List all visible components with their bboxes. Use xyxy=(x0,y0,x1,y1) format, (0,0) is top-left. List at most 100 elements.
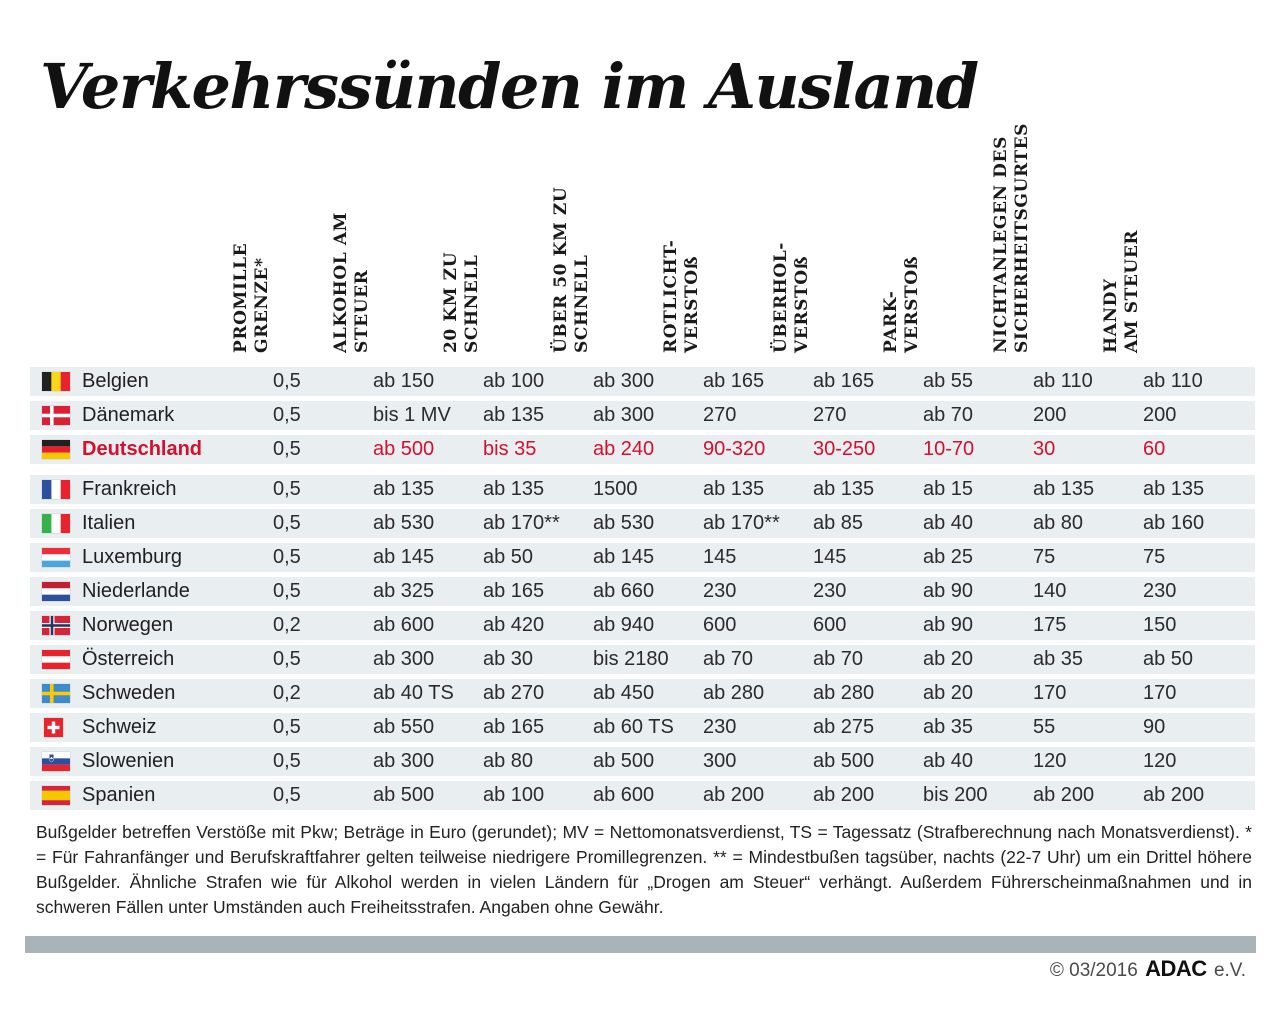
table-cell: ab 70 xyxy=(923,404,974,426)
flag-spain-icon xyxy=(42,786,70,805)
table-cell: ab 200 xyxy=(1033,784,1095,806)
flag-belgium-icon xyxy=(42,372,70,391)
column-header-label: ALKOHOL AM STEUER xyxy=(331,211,372,353)
table-cell: 145 xyxy=(703,546,737,568)
table-cell: 0,5 xyxy=(273,404,301,426)
table-cell: 0,2 xyxy=(273,614,301,636)
table-cell: 230 xyxy=(703,580,737,602)
table-cell: ab 35 xyxy=(923,716,974,738)
table-cell: ab 90 xyxy=(923,580,974,602)
table-cell: ab 500 xyxy=(593,750,655,772)
table-cell: 120 xyxy=(1033,750,1067,772)
table-row-slovenia: Slowenien 0,5 ab 300 ab 80 ab 500 300 ab 500 ab… xyxy=(30,747,1255,776)
table-cell: 230 xyxy=(703,716,737,738)
table-cell: ab 600 xyxy=(373,614,435,636)
flag-italy-icon xyxy=(42,514,70,533)
flag-sweden-icon xyxy=(42,684,70,703)
column-header-label: ÜBER 50 KM ZU SCHNELL xyxy=(551,186,592,353)
flag-luxembourg-icon xyxy=(42,548,70,567)
table-cell: 30-250 xyxy=(813,438,876,460)
country-name: Schweden xyxy=(82,682,176,704)
country-name: Österreich xyxy=(82,648,175,670)
column-header-label: 20 KM ZU SCHNELL xyxy=(441,251,482,353)
country-name: Slowenien xyxy=(82,750,175,772)
copyright-suffix: e.V. xyxy=(1213,960,1246,981)
country-name: Belgien xyxy=(82,370,149,392)
table-cell: ab 20 xyxy=(923,648,974,670)
table-cell: 1500 xyxy=(593,478,638,500)
table-cell: ab 70 xyxy=(703,648,754,670)
table-cell: ab 500 xyxy=(813,750,875,772)
country-name: Deutschland xyxy=(82,438,203,460)
table-body: Belgien 0,5 ab 150 ab 100 ab 300 ab 165 ab 165… xyxy=(30,367,1255,817)
table-cell: ab 135 xyxy=(483,478,545,500)
table-cell: ab 170** xyxy=(703,512,780,534)
table-cell: ab 940 xyxy=(593,614,655,636)
flag-netherlands-icon xyxy=(42,582,70,601)
table-cell: ab 110 xyxy=(1033,370,1093,392)
table-cell: 0,5 xyxy=(273,716,301,738)
table-cell: 0,5 xyxy=(273,648,301,670)
table-cell: 55 xyxy=(1033,716,1056,738)
table-cell: ab 550 xyxy=(373,716,435,738)
country-name: Schweiz xyxy=(82,716,157,738)
column-header-label: HANDY AM STEUER xyxy=(1101,229,1142,353)
table-cell: 0,5 xyxy=(273,370,301,392)
country-name: Frankreich xyxy=(82,478,177,500)
flag-france-icon xyxy=(42,480,70,499)
table-cell: ab 530 xyxy=(373,512,435,534)
table-cell: 600 xyxy=(813,614,847,636)
table-cell: ab 55 xyxy=(923,370,974,392)
table-cell: ab 25 xyxy=(923,546,974,568)
table-cell: ab 135 xyxy=(703,478,765,500)
table-cell: bis 35 xyxy=(483,438,537,460)
table-cell: 200 xyxy=(1143,404,1177,426)
table-cell: ab 150 xyxy=(373,370,435,392)
table-cell: ab 530 xyxy=(593,512,655,534)
table-cell: ab 300 xyxy=(593,404,655,426)
table-cell: ab 40 xyxy=(923,512,974,534)
table-cell: ab 135 xyxy=(1033,478,1095,500)
column-header-label: NICHTANLEGEN DES SICHERHEITSGURTES xyxy=(991,122,1032,353)
flag-switzerland-icon xyxy=(44,718,63,737)
table-cell: ab 145 xyxy=(593,546,655,568)
table-row-belgium: Belgien 0,5 ab 150 ab 100 ab 300 ab 165 ab 165… xyxy=(30,367,1255,396)
table-cell: ab 280 xyxy=(813,682,875,704)
table-cell: 75 xyxy=(1143,546,1166,568)
table-cell: ab 160 xyxy=(1143,512,1205,534)
table-row-germany: Deutschland 0,5 ab 500 bis 35 ab 240 90-320 30… xyxy=(30,435,1255,464)
table-cell: ab 80 xyxy=(483,750,534,772)
table-cell: ab 325 xyxy=(373,580,435,602)
table-cell: ab 135 xyxy=(373,478,435,500)
table-cell: ab 200 xyxy=(1143,784,1205,806)
table-cell: 30 xyxy=(1033,438,1056,460)
table-cell: ab 30 xyxy=(483,648,534,670)
table-cell: 0,5 xyxy=(273,438,301,460)
table-cell: ab 20 xyxy=(923,682,974,704)
column-header-label: ÜBERHOL- VERSTOß xyxy=(771,242,812,353)
table-row-denmark: Dänemark 0,5 bis 1 MV ab 135 ab 300 270 270 ab … xyxy=(30,401,1255,430)
table-cell: 120 xyxy=(1143,750,1177,772)
table-cell: 170 xyxy=(1033,682,1067,704)
footnote: Bußgelder betreffen Verstöße mit Pkw; Be… xyxy=(36,822,1252,917)
table-cell: ab 240 xyxy=(593,438,655,460)
table-cell: ab 300 xyxy=(373,648,435,670)
table-cell: 300 xyxy=(703,750,737,772)
table-cell: ab 40 xyxy=(923,750,974,772)
table-cell: ab 200 xyxy=(813,784,875,806)
table-row-norway: Norwegen 0,2 ab 600 ab 420 ab 940 600 600 ab 90… xyxy=(30,611,1255,640)
table-cell: 140 xyxy=(1033,580,1067,602)
table-cell: 230 xyxy=(813,580,847,602)
table-cell: ab 40 TS xyxy=(373,682,454,704)
table-cell: ab 165 xyxy=(483,580,545,602)
table-cell: ab 500 xyxy=(373,784,435,806)
table-cell: ab 165 xyxy=(703,370,765,392)
adac-logo: ADAC xyxy=(1145,956,1207,981)
copyright-prefix: © 03/2016 xyxy=(1049,960,1138,981)
table-cell: ab 500 xyxy=(373,438,435,460)
table-cell: ab 100 xyxy=(483,370,545,392)
table-cell: ab 200 xyxy=(703,784,765,806)
table-cell: ab 90 xyxy=(923,614,974,636)
table-cell: ab 165 xyxy=(483,716,545,738)
table-cell: ab 300 xyxy=(593,370,655,392)
